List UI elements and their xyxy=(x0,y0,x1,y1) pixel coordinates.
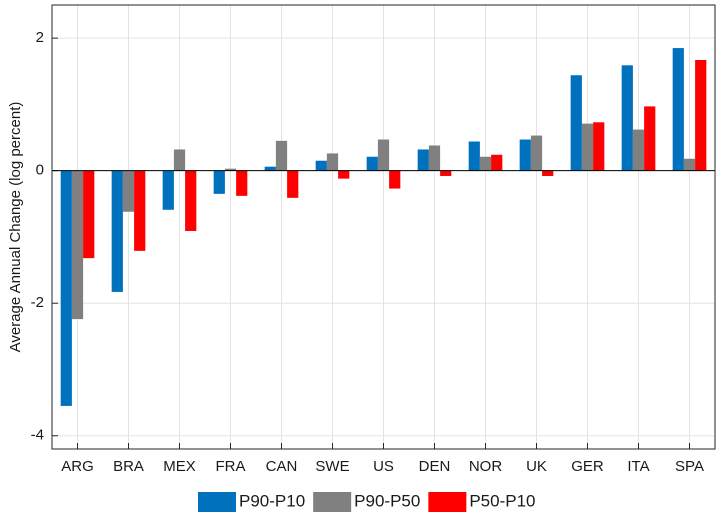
bar xyxy=(695,60,707,171)
x-tick-label: DEN xyxy=(419,458,451,475)
bar xyxy=(326,153,339,171)
bar xyxy=(60,170,72,406)
legend-swatch xyxy=(428,492,467,512)
bar xyxy=(417,149,429,171)
bar xyxy=(672,48,684,171)
bar xyxy=(468,141,480,171)
bar xyxy=(389,170,401,189)
y-tick-label: 0 xyxy=(36,162,44,179)
legend-swatch xyxy=(313,492,352,512)
x-tick-label: FRA xyxy=(216,458,246,475)
bar xyxy=(542,170,554,176)
x-tick-label: SWE xyxy=(315,458,349,475)
bar xyxy=(621,65,633,171)
bar xyxy=(644,106,656,171)
bar xyxy=(224,168,237,171)
bar xyxy=(479,156,492,171)
x-tick-label: US xyxy=(373,458,394,475)
bar xyxy=(111,170,123,292)
bar xyxy=(593,122,605,171)
bar xyxy=(377,139,390,171)
legend-label: P90-P50 xyxy=(354,491,420,510)
bar xyxy=(683,158,696,171)
bar xyxy=(275,140,288,171)
y-axis-label: Average Annual Change (log percent) xyxy=(7,102,24,353)
x-tick-label: SPA xyxy=(675,458,704,475)
bar xyxy=(185,170,197,231)
bar xyxy=(338,170,350,179)
bar xyxy=(570,75,582,171)
bar xyxy=(71,170,84,320)
x-tick-label: GER xyxy=(571,458,604,475)
bar xyxy=(134,170,146,251)
x-tick-label: BRA xyxy=(113,458,144,475)
bar xyxy=(519,139,531,171)
x-tick-label: NOR xyxy=(469,458,503,475)
x-tick-label: MEX xyxy=(163,458,196,475)
bar xyxy=(287,170,299,198)
bar xyxy=(428,145,441,171)
bar xyxy=(162,170,174,210)
legend-label: P50-P10 xyxy=(469,491,535,510)
y-tick-label: 2 xyxy=(36,29,44,46)
x-tick-label: ITA xyxy=(627,458,649,475)
legend-swatch xyxy=(198,492,236,512)
y-tick-label: -4 xyxy=(31,427,44,444)
bar xyxy=(236,170,248,196)
y-tick-label: -2 xyxy=(31,294,44,311)
bar xyxy=(366,156,378,171)
bar xyxy=(581,123,594,171)
bar xyxy=(213,170,225,194)
bar xyxy=(440,170,452,176)
bar xyxy=(264,166,276,171)
bar xyxy=(315,160,327,171)
bar xyxy=(173,149,186,171)
bar xyxy=(83,170,95,259)
bar xyxy=(632,129,645,171)
x-tick-label: ARG xyxy=(61,458,94,475)
x-tick-label: UK xyxy=(526,458,547,475)
legend-label: P90-P10 xyxy=(239,491,305,510)
bar xyxy=(530,135,543,171)
x-tick-label: CAN xyxy=(266,458,298,475)
plot-frame xyxy=(51,4,716,450)
bar xyxy=(122,170,135,212)
bar xyxy=(491,154,503,171)
